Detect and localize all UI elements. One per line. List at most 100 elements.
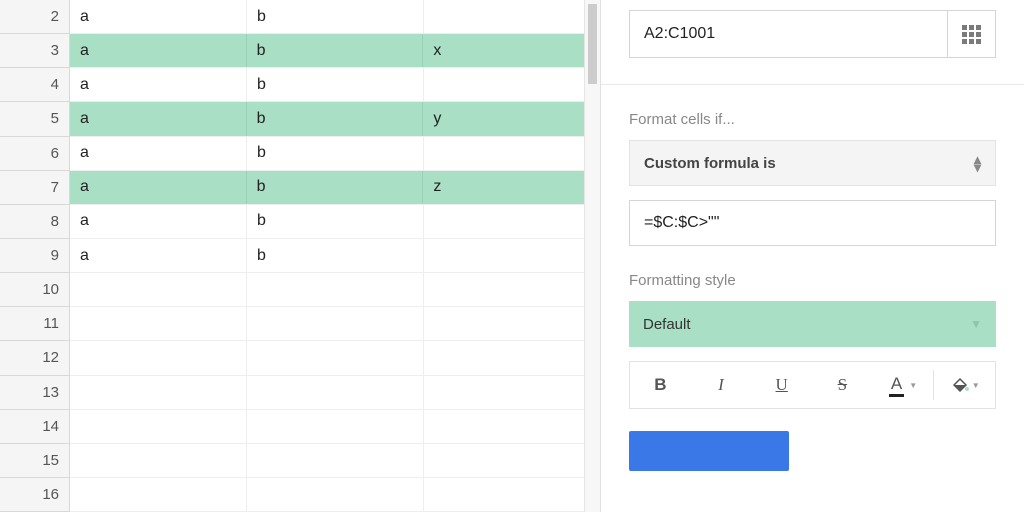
style-selected-value: Default: [643, 316, 691, 333]
cell[interactable]: [70, 341, 247, 374]
table-row: aby: [70, 102, 600, 136]
row-number[interactable]: 7: [0, 171, 70, 205]
cell[interactable]: [424, 444, 600, 477]
row-number[interactable]: 2: [0, 0, 70, 34]
format-cells-if-label: Format cells if...: [629, 111, 996, 128]
row-number[interactable]: 6: [0, 137, 70, 171]
sort-icon: ▴▾: [974, 155, 981, 171]
formatting-style-label: Formatting style: [629, 272, 996, 289]
cell[interactable]: [247, 376, 424, 409]
cell[interactable]: [70, 376, 247, 409]
cell[interactable]: [70, 478, 247, 511]
cell[interactable]: b: [247, 34, 424, 67]
apply-to-range-input[interactable]: A2:C1001: [629, 10, 948, 58]
row-number[interactable]: 3: [0, 34, 70, 68]
row-number[interactable]: 15: [0, 444, 70, 478]
cell[interactable]: [424, 0, 600, 33]
text-format-toolbar: B I U S A ▼ ▼: [629, 361, 996, 409]
cell[interactable]: a: [70, 239, 247, 272]
cell[interactable]: [424, 68, 600, 101]
cell[interactable]: [70, 410, 247, 443]
formula-value: =$C:$C>"": [644, 214, 719, 232]
table-row: [70, 273, 600, 307]
row-number[interactable]: 12: [0, 341, 70, 375]
row-number[interactable]: 13: [0, 376, 70, 410]
cell[interactable]: b: [247, 68, 424, 101]
cell[interactable]: b: [247, 205, 424, 238]
cell[interactable]: a: [70, 102, 247, 135]
table-row: [70, 410, 600, 444]
cell-grid[interactable]: ababxababyababzabab: [70, 0, 600, 512]
cell[interactable]: [70, 273, 247, 306]
row-number[interactable]: 10: [0, 273, 70, 307]
text-color-button[interactable]: A ▼: [873, 362, 934, 408]
row-number[interactable]: 8: [0, 205, 70, 239]
table-row: [70, 444, 600, 478]
select-range-button[interactable]: [948, 10, 996, 58]
cell[interactable]: [424, 273, 600, 306]
row-number[interactable]: 4: [0, 68, 70, 102]
chevron-down-icon: ▼: [970, 317, 982, 331]
cell[interactable]: [424, 478, 600, 511]
cell[interactable]: b: [247, 102, 424, 135]
italic-button[interactable]: I: [691, 362, 752, 408]
row-number[interactable]: 5: [0, 102, 70, 136]
table-row: ab: [70, 0, 600, 34]
cell[interactable]: [247, 273, 424, 306]
table-row: [70, 341, 600, 375]
cell[interactable]: a: [70, 171, 247, 204]
cell[interactable]: [70, 307, 247, 340]
cell[interactable]: [247, 307, 424, 340]
row-number[interactable]: 14: [0, 410, 70, 444]
cell[interactable]: [424, 376, 600, 409]
strikethrough-button[interactable]: S: [812, 362, 873, 408]
chevron-down-icon: ▼: [972, 381, 980, 390]
cell[interactable]: [424, 205, 600, 238]
table-row: [70, 376, 600, 410]
cell[interactable]: b: [247, 239, 424, 272]
cell[interactable]: a: [70, 0, 247, 33]
cell[interactable]: a: [70, 68, 247, 101]
row-number[interactable]: 11: [0, 307, 70, 341]
cell[interactable]: b: [247, 171, 424, 204]
table-row: [70, 478, 600, 512]
grid-icon: [962, 25, 981, 44]
divider: [601, 84, 1024, 85]
cell[interactable]: a: [70, 205, 247, 238]
cell[interactable]: [424, 137, 600, 170]
paint-bucket-icon: [950, 375, 970, 395]
cell[interactable]: [424, 239, 600, 272]
formatting-style-select[interactable]: Default ▼: [629, 301, 996, 347]
cell[interactable]: [247, 341, 424, 374]
bold-button[interactable]: B: [630, 362, 691, 408]
table-row: ab: [70, 68, 600, 102]
cell[interactable]: b: [247, 0, 424, 33]
table-row: [70, 307, 600, 341]
underline-button[interactable]: U: [751, 362, 812, 408]
chevron-down-icon: ▼: [909, 381, 917, 390]
vertical-scrollbar[interactable]: [584, 0, 600, 512]
cell[interactable]: [424, 307, 600, 340]
custom-formula-input[interactable]: =$C:$C>"": [629, 200, 996, 246]
cell[interactable]: a: [70, 137, 247, 170]
condition-type-select[interactable]: Custom formula is ▴▾: [629, 140, 996, 186]
cell[interactable]: [424, 341, 600, 374]
done-button[interactable]: [629, 431, 789, 471]
cell[interactable]: [424, 410, 600, 443]
cell[interactable]: a: [70, 34, 247, 67]
cell[interactable]: [247, 478, 424, 511]
row-number[interactable]: 9: [0, 239, 70, 273]
row-number[interactable]: 16: [0, 478, 70, 512]
cell[interactable]: x: [423, 34, 600, 67]
fill-color-button[interactable]: ▼: [934, 362, 995, 408]
cell[interactable]: [70, 444, 247, 477]
table-row: ab: [70, 137, 600, 171]
cell[interactable]: y: [423, 102, 600, 135]
table-row: abx: [70, 34, 600, 68]
cell[interactable]: [247, 444, 424, 477]
cell[interactable]: b: [247, 137, 424, 170]
scroll-thumb[interactable]: [588, 4, 597, 84]
cell[interactable]: [247, 410, 424, 443]
range-value: A2:C1001: [644, 25, 715, 43]
cell[interactable]: z: [423, 171, 600, 204]
